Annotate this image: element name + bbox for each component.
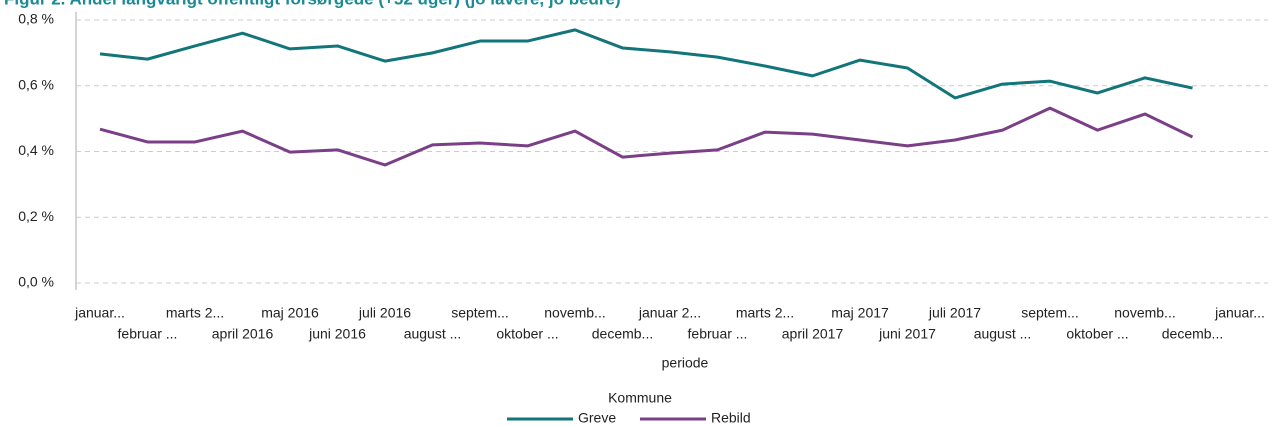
x-axis-label: periode <box>662 355 709 371</box>
x-tick-label: juli 2017 <box>928 305 981 321</box>
x-tick-label: januar 2... <box>638 305 701 321</box>
x-tick-label: decemb... <box>1162 326 1223 342</box>
x-tick-label: juni 2016 <box>308 326 366 342</box>
x-tick-label: april 2016 <box>212 326 274 342</box>
legend-label: Greve <box>578 410 616 426</box>
x-tick-label: august ... <box>404 326 462 342</box>
legend-label: Rebild <box>711 410 751 426</box>
x-tick-label: novemb... <box>544 305 605 321</box>
x-tick-label: februar ... <box>118 326 178 342</box>
x-tick-label: august ... <box>974 326 1032 342</box>
x-tick-label: maj 2016 <box>261 305 319 321</box>
chart-title: Figur 2. Andel langvarigt offentligt for… <box>4 0 621 8</box>
x-tick-label: januar... <box>74 305 125 321</box>
series-line <box>99 106 1194 167</box>
x-tick-label: juni 2017 <box>878 326 936 342</box>
x-tick-label: novemb... <box>1114 305 1175 321</box>
x-tick-label: oktober ... <box>1066 326 1128 342</box>
x-tick-label: marts 2... <box>736 305 794 321</box>
y-tick-label: 0,2 % <box>18 208 54 224</box>
x-tick-label: april 2017 <box>782 326 844 342</box>
x-tick-label: februar ... <box>688 326 748 342</box>
y-tick-label: 0,4 % <box>18 142 54 158</box>
x-tick-label: januar... <box>1214 305 1265 321</box>
x-tick-label: septem... <box>1021 305 1079 321</box>
y-tick-label: 0,0 % <box>18 274 54 290</box>
y-tick-label: 0,8 % <box>18 11 54 27</box>
series-line <box>99 28 1193 100</box>
x-tick-label: marts 2... <box>166 305 224 321</box>
legend-title: Kommune <box>608 390 672 406</box>
x-tick-label: decemb... <box>592 326 653 342</box>
x-tick-label: juli 2016 <box>358 305 411 321</box>
x-tick-label: septem... <box>451 305 509 321</box>
x-tick-label: maj 2017 <box>831 305 889 321</box>
x-tick-label: oktober ... <box>496 326 558 342</box>
y-tick-label: 0,6 % <box>18 76 54 92</box>
